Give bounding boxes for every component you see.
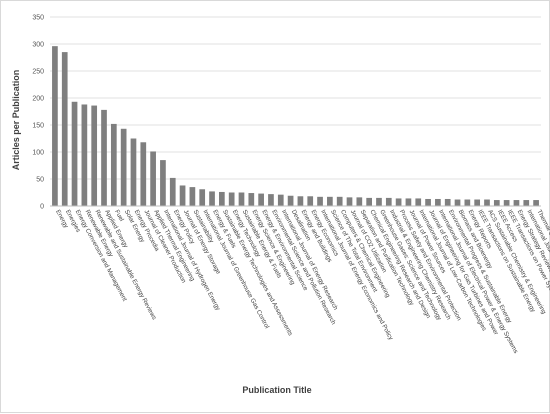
bar xyxy=(317,196,323,206)
bar xyxy=(327,196,333,206)
bar xyxy=(533,200,539,206)
bar xyxy=(474,199,481,206)
bar xyxy=(366,197,372,206)
bar xyxy=(228,192,235,206)
bar xyxy=(376,197,382,206)
bar xyxy=(140,142,147,206)
y-tick-label: 350 xyxy=(32,15,44,22)
bar xyxy=(169,177,176,206)
y-tick-labels: 0 50 100 150 200 250 300 350 xyxy=(32,15,44,211)
bar xyxy=(277,194,284,206)
bar xyxy=(435,198,441,206)
bar xyxy=(61,52,68,206)
bar xyxy=(120,128,127,206)
x-tick-label: Fuel xyxy=(113,209,125,223)
bar xyxy=(189,187,196,206)
bar xyxy=(336,196,343,206)
bar xyxy=(444,198,451,206)
bar xyxy=(346,197,353,206)
bar xyxy=(258,193,264,206)
bar xyxy=(425,198,431,206)
bar xyxy=(464,199,471,206)
bar xyxy=(179,185,186,206)
y-tick-label: 250 xyxy=(32,69,44,76)
bar xyxy=(268,194,274,206)
y-tick-label: 300 xyxy=(32,42,44,49)
bar xyxy=(71,101,78,206)
bar xyxy=(454,199,461,206)
bar xyxy=(395,198,402,206)
bar xyxy=(199,189,206,206)
bar xyxy=(503,200,510,206)
bar xyxy=(248,193,255,206)
y-tick-label: 50 xyxy=(36,177,44,184)
bar xyxy=(307,196,314,206)
bar xyxy=(209,191,215,206)
bar xyxy=(287,195,294,206)
bar xyxy=(110,123,117,206)
bar xyxy=(91,105,98,206)
bar xyxy=(405,198,412,206)
bar xyxy=(484,199,490,206)
bar xyxy=(238,192,245,206)
bar xyxy=(523,200,530,206)
bar xyxy=(101,109,107,206)
y-tick-label: 0 xyxy=(40,204,44,211)
y-tick-label: 100 xyxy=(32,150,44,157)
bar xyxy=(297,196,304,206)
x-axis-title: Publication Title xyxy=(242,385,311,395)
bar xyxy=(356,197,363,206)
bar xyxy=(219,191,225,206)
bar xyxy=(385,197,392,206)
y-tick-label: 150 xyxy=(32,123,44,130)
bar xyxy=(160,160,166,206)
y-axis-title: Articles per Publication xyxy=(11,70,21,171)
bar xyxy=(513,200,520,206)
bar xyxy=(150,151,156,206)
y-tick-label: 200 xyxy=(32,96,44,103)
bar xyxy=(81,104,88,206)
bar xyxy=(415,198,422,206)
bar xyxy=(52,46,58,206)
bar xyxy=(493,200,500,206)
bar xyxy=(130,138,137,206)
bars xyxy=(52,46,539,206)
